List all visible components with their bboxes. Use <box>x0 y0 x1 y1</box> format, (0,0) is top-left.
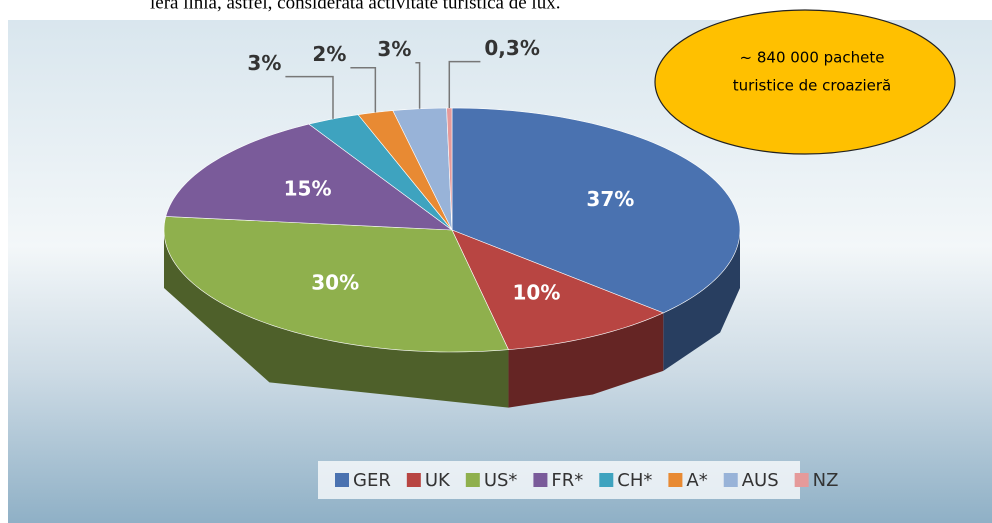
legend-swatch <box>465 473 480 487</box>
annotation: turistice de croazieră <box>733 77 891 95</box>
slice <box>451 229 665 350</box>
legend-swatch <box>335 473 349 487</box>
slice-side <box>663 230 740 371</box>
legend-swatch <box>406 473 421 487</box>
caption: iera linia, astfel, considerată activita… <box>150 0 560 13</box>
legend-label: FR* <box>551 470 583 491</box>
annotation: ~ 840 000 pachete <box>740 49 885 67</box>
slice <box>308 114 453 231</box>
data-label: 15% <box>284 176 332 200</box>
slice <box>446 107 453 231</box>
data-label: 2% <box>312 42 346 66</box>
legend-label: A* <box>686 470 707 491</box>
legend-swatch <box>599 473 614 487</box>
data-label: 3% <box>377 37 411 61</box>
legend-label: AUS <box>742 470 779 491</box>
slice-side <box>164 230 509 408</box>
legend-box <box>318 461 800 499</box>
legend-label: CH* <box>617 470 652 491</box>
slice <box>451 107 741 314</box>
data-label: 3% <box>247 51 281 75</box>
leader-line <box>448 60 481 109</box>
slice <box>392 107 453 231</box>
legend-label: NZ <box>813 470 839 491</box>
legend-label: UK <box>425 470 451 491</box>
data-label: 10% <box>513 280 561 304</box>
slice-side <box>508 312 664 408</box>
legend-swatch <box>794 473 809 487</box>
data-label: 0,3% <box>484 36 539 60</box>
leader-line <box>350 66 377 113</box>
annotation-bubble <box>654 9 956 155</box>
leader-line <box>415 61 421 109</box>
legend-swatch <box>533 473 548 487</box>
slice <box>357 110 453 231</box>
data-label: 37% <box>586 187 634 211</box>
legend-label: US* <box>484 470 518 491</box>
slice <box>165 123 453 231</box>
data-label: 30% <box>311 270 359 294</box>
slice <box>163 216 509 353</box>
legend-swatch <box>668 473 683 487</box>
legend-label: GER <box>353 470 391 491</box>
leader-line <box>285 75 334 119</box>
legend-swatch <box>723 473 738 487</box>
